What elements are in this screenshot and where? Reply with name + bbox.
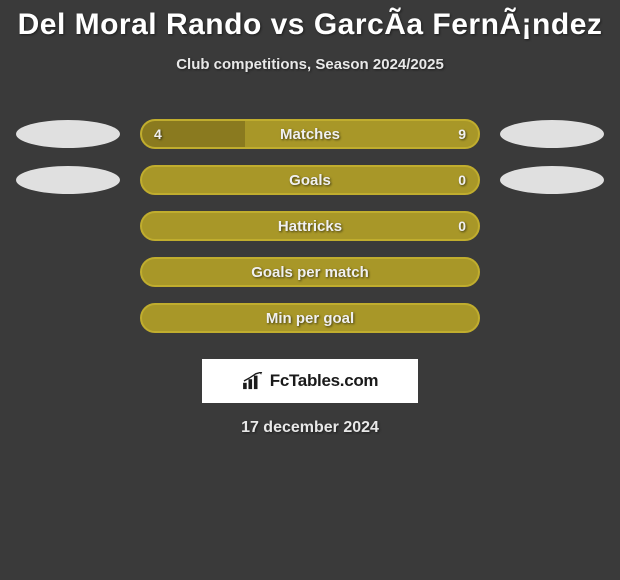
stat-row: Min per goal — [0, 295, 620, 341]
stat-row: 49Matches — [0, 111, 620, 157]
stat-bar: Min per goal — [140, 303, 480, 333]
stat-bar: 0Goals — [140, 165, 480, 195]
stat-bar: 49Matches — [140, 119, 480, 149]
subtitle: Club competitions, Season 2024/2025 — [0, 56, 620, 73]
left-ellipse — [16, 120, 120, 148]
chart-icon — [242, 372, 264, 390]
stat-label: Min per goal — [142, 305, 478, 331]
right-ellipse — [500, 166, 604, 194]
logo-box: FcTables.com — [202, 359, 418, 403]
page-title: Del Moral Rando vs GarcÃ­a FernÃ¡ndez — [0, 0, 620, 42]
stat-label: Goals — [142, 167, 478, 193]
stat-bar: 0Hattricks — [140, 211, 480, 241]
stat-label: Matches — [142, 121, 478, 147]
stat-row: Goals per match — [0, 249, 620, 295]
stat-bar: Goals per match — [140, 257, 480, 287]
stat-row: 0Goals — [0, 157, 620, 203]
right-ellipse — [500, 120, 604, 148]
left-ellipse — [16, 166, 120, 194]
stat-label: Goals per match — [142, 259, 478, 285]
stat-label: Hattricks — [142, 213, 478, 239]
stats-rows: 49Matches 0Goals 0Hattricks Goals per match… — [0, 111, 620, 341]
stat-row: 0Hattricks — [0, 203, 620, 249]
date-label: 17 december 2024 — [0, 419, 620, 437]
logo-text: FcTables.com — [270, 371, 379, 391]
